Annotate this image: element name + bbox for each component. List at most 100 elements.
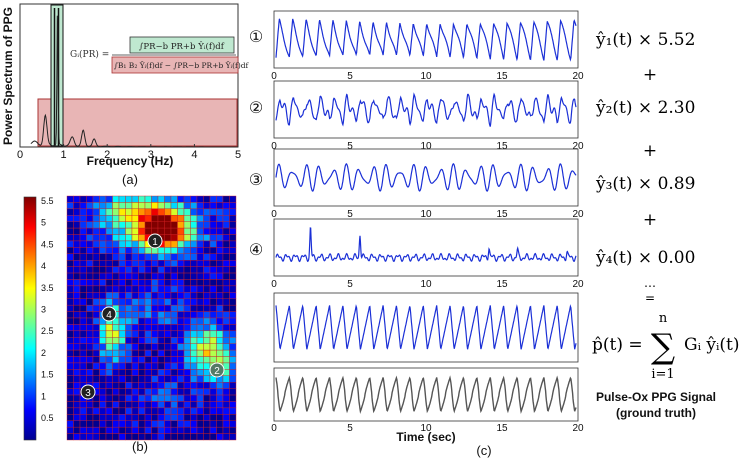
heatmap-cell (216, 221, 224, 229)
heatmap-cell (118, 349, 126, 357)
heatmap-cell (79, 260, 87, 267)
heatmap-cell (125, 304, 133, 312)
heatmap-cell (203, 414, 211, 421)
heatmap-cell (157, 337, 165, 344)
heatmap-cell (203, 298, 211, 306)
heatmap-cell (190, 221, 198, 229)
heatmap-cell (86, 343, 94, 351)
heatmap-cell (203, 330, 211, 338)
heatmap-cell (86, 298, 94, 306)
heatmap-cell (222, 324, 230, 332)
signal-4-line (275, 227, 577, 263)
heatmap-cell (170, 433, 178, 441)
formula-numerator: ∫PR−b PR+b Ŷᵢ(f)df (139, 40, 225, 52)
heatmap-cell (222, 298, 230, 306)
heatmap-cell (203, 394, 211, 402)
heatmap-cell (164, 260, 172, 267)
heatmap-cell (203, 362, 211, 370)
signal-x-tick-label: 15 (496, 141, 508, 152)
heatmap-cell (118, 298, 126, 306)
heatmap-cell (216, 324, 224, 332)
heatmap-cell (92, 349, 100, 357)
heatmap-cell (164, 337, 172, 344)
heatmap-cell (203, 227, 211, 235)
heatmap-cell (86, 330, 94, 338)
heatmap-cell (144, 382, 152, 389)
heatmap-cell (144, 266, 152, 274)
heatmap-cell (86, 349, 94, 357)
heatmap-cell (125, 227, 133, 235)
heatmap-cell (138, 349, 146, 357)
heatmap-cell (209, 426, 217, 434)
heatmap-cell (222, 208, 230, 216)
heatmap-cell (99, 349, 107, 357)
heatmap-cell (190, 407, 198, 415)
heatmap-cell (222, 292, 230, 299)
heatmap-cell (86, 420, 94, 428)
heatmap-cell (118, 369, 126, 376)
heatmap-cell (209, 253, 217, 261)
heatmap-cell (92, 202, 100, 210)
heatmap-cell (229, 394, 237, 402)
heatmap-cell (125, 215, 133, 222)
heatmap-cell (183, 298, 191, 306)
heatmap-cell (138, 388, 146, 396)
signal-x-tick-label: 0 (271, 141, 277, 152)
heatmap-cell (79, 330, 87, 338)
heatmap-cell (190, 394, 198, 402)
heatmap-cell (73, 362, 81, 370)
heatmap-cell (86, 375, 94, 383)
heatmap-cell (125, 426, 133, 434)
heatmap-cell (92, 337, 100, 344)
heatmap-cell (112, 195, 120, 203)
heatmap-cell (196, 227, 204, 235)
heatmap-cell (92, 304, 100, 312)
heatmap-cell (203, 407, 211, 415)
heatmap-cell (164, 369, 172, 376)
heatmap-cell (79, 221, 87, 229)
weight-label-3: ŷ₃(t) × 0.89 (595, 174, 695, 194)
heatmap-cell (73, 324, 81, 332)
heatmap-cell (229, 324, 237, 332)
colorbar-tick-label: 4 (41, 261, 46, 271)
heatmap-cell (118, 272, 126, 280)
heatmap-cell (190, 330, 198, 338)
heatmap-cell (92, 401, 100, 409)
heatmap-cell (157, 266, 165, 274)
heatmap-cell (112, 208, 120, 216)
heatmap-cell (183, 279, 191, 287)
heatmap-cell (125, 240, 133, 248)
heatmap-cell (216, 349, 224, 357)
heatmap-cell (216, 208, 224, 216)
heatmap-cell (92, 369, 100, 376)
heatmap-cell (99, 401, 107, 409)
heatmap-cell (105, 388, 113, 396)
heatmap-cell (151, 253, 159, 261)
spectrum-x-tick-label: 5 (235, 149, 241, 161)
heatmap-cell (170, 349, 178, 357)
heatmap-cell (112, 382, 120, 389)
heatmap-cell (138, 202, 146, 210)
heatmap-cell (157, 349, 165, 357)
heatmap-cell (79, 420, 87, 428)
heatmap-cell (66, 433, 74, 441)
heatmap-cell (125, 349, 133, 357)
heatmap-cell (99, 221, 107, 229)
spectrum-x-tick-label: 0 (17, 149, 23, 161)
heatmap-cell (196, 401, 204, 409)
heatmap-cell (177, 369, 185, 376)
heatmap-cell (157, 279, 165, 287)
heatmap-cell (105, 433, 113, 441)
heatmap-cell (222, 253, 230, 261)
heatmap-cell (86, 304, 94, 312)
heatmap-cell (131, 195, 139, 203)
heatmap-cell (144, 298, 152, 306)
heatmap-cell (190, 285, 198, 293)
heatmap-cell (105, 337, 113, 344)
heatmap-cell (112, 279, 120, 287)
signal-x-tick-label: 20 (572, 209, 584, 220)
heatmap-cell (196, 240, 204, 248)
heatmap-cell (164, 272, 172, 280)
heatmap-cell (131, 401, 139, 409)
heatmap-cell (183, 349, 191, 357)
